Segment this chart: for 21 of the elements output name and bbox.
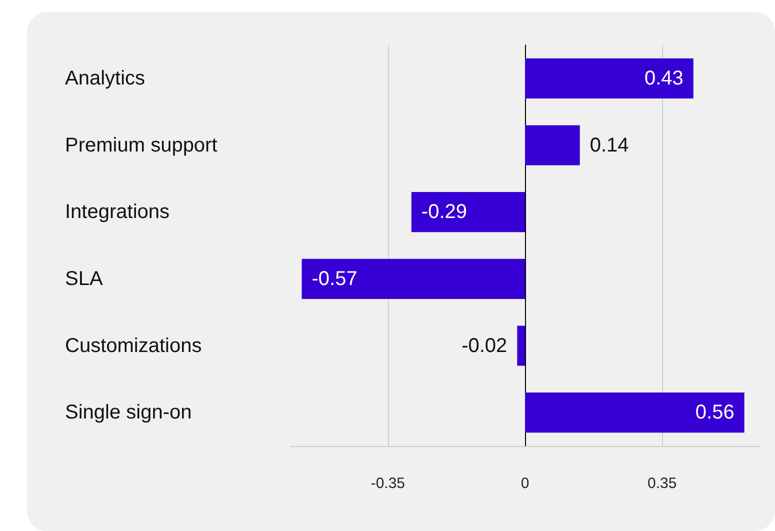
y-tick-label: SLA [65, 268, 104, 290]
data-label: 0.56 [695, 402, 734, 424]
bar [525, 392, 744, 433]
y-tick-label: Integrations [65, 201, 170, 224]
data-label: 0.43 [644, 67, 684, 90]
x-tick-label: 0.35 [647, 475, 677, 492]
bar [525, 58, 694, 98]
data-label: -0.02 [462, 334, 508, 357]
y-tick-label: Premium support [65, 134, 218, 156]
bar [525, 125, 580, 166]
y-tick-label: Analytics [65, 67, 146, 90]
bar [302, 258, 525, 299]
bar [411, 192, 525, 232]
data-label: 0.14 [590, 134, 629, 156]
data-label: -0.57 [312, 268, 358, 290]
y-tick-label: Customizations [65, 334, 202, 357]
data-label: -0.29 [421, 201, 468, 224]
bar [517, 326, 525, 366]
x-tick-label: 0 [520, 475, 530, 492]
x-tick-label: -0.35 [370, 475, 406, 492]
y-tick-label: Single sign-on [65, 402, 192, 424]
